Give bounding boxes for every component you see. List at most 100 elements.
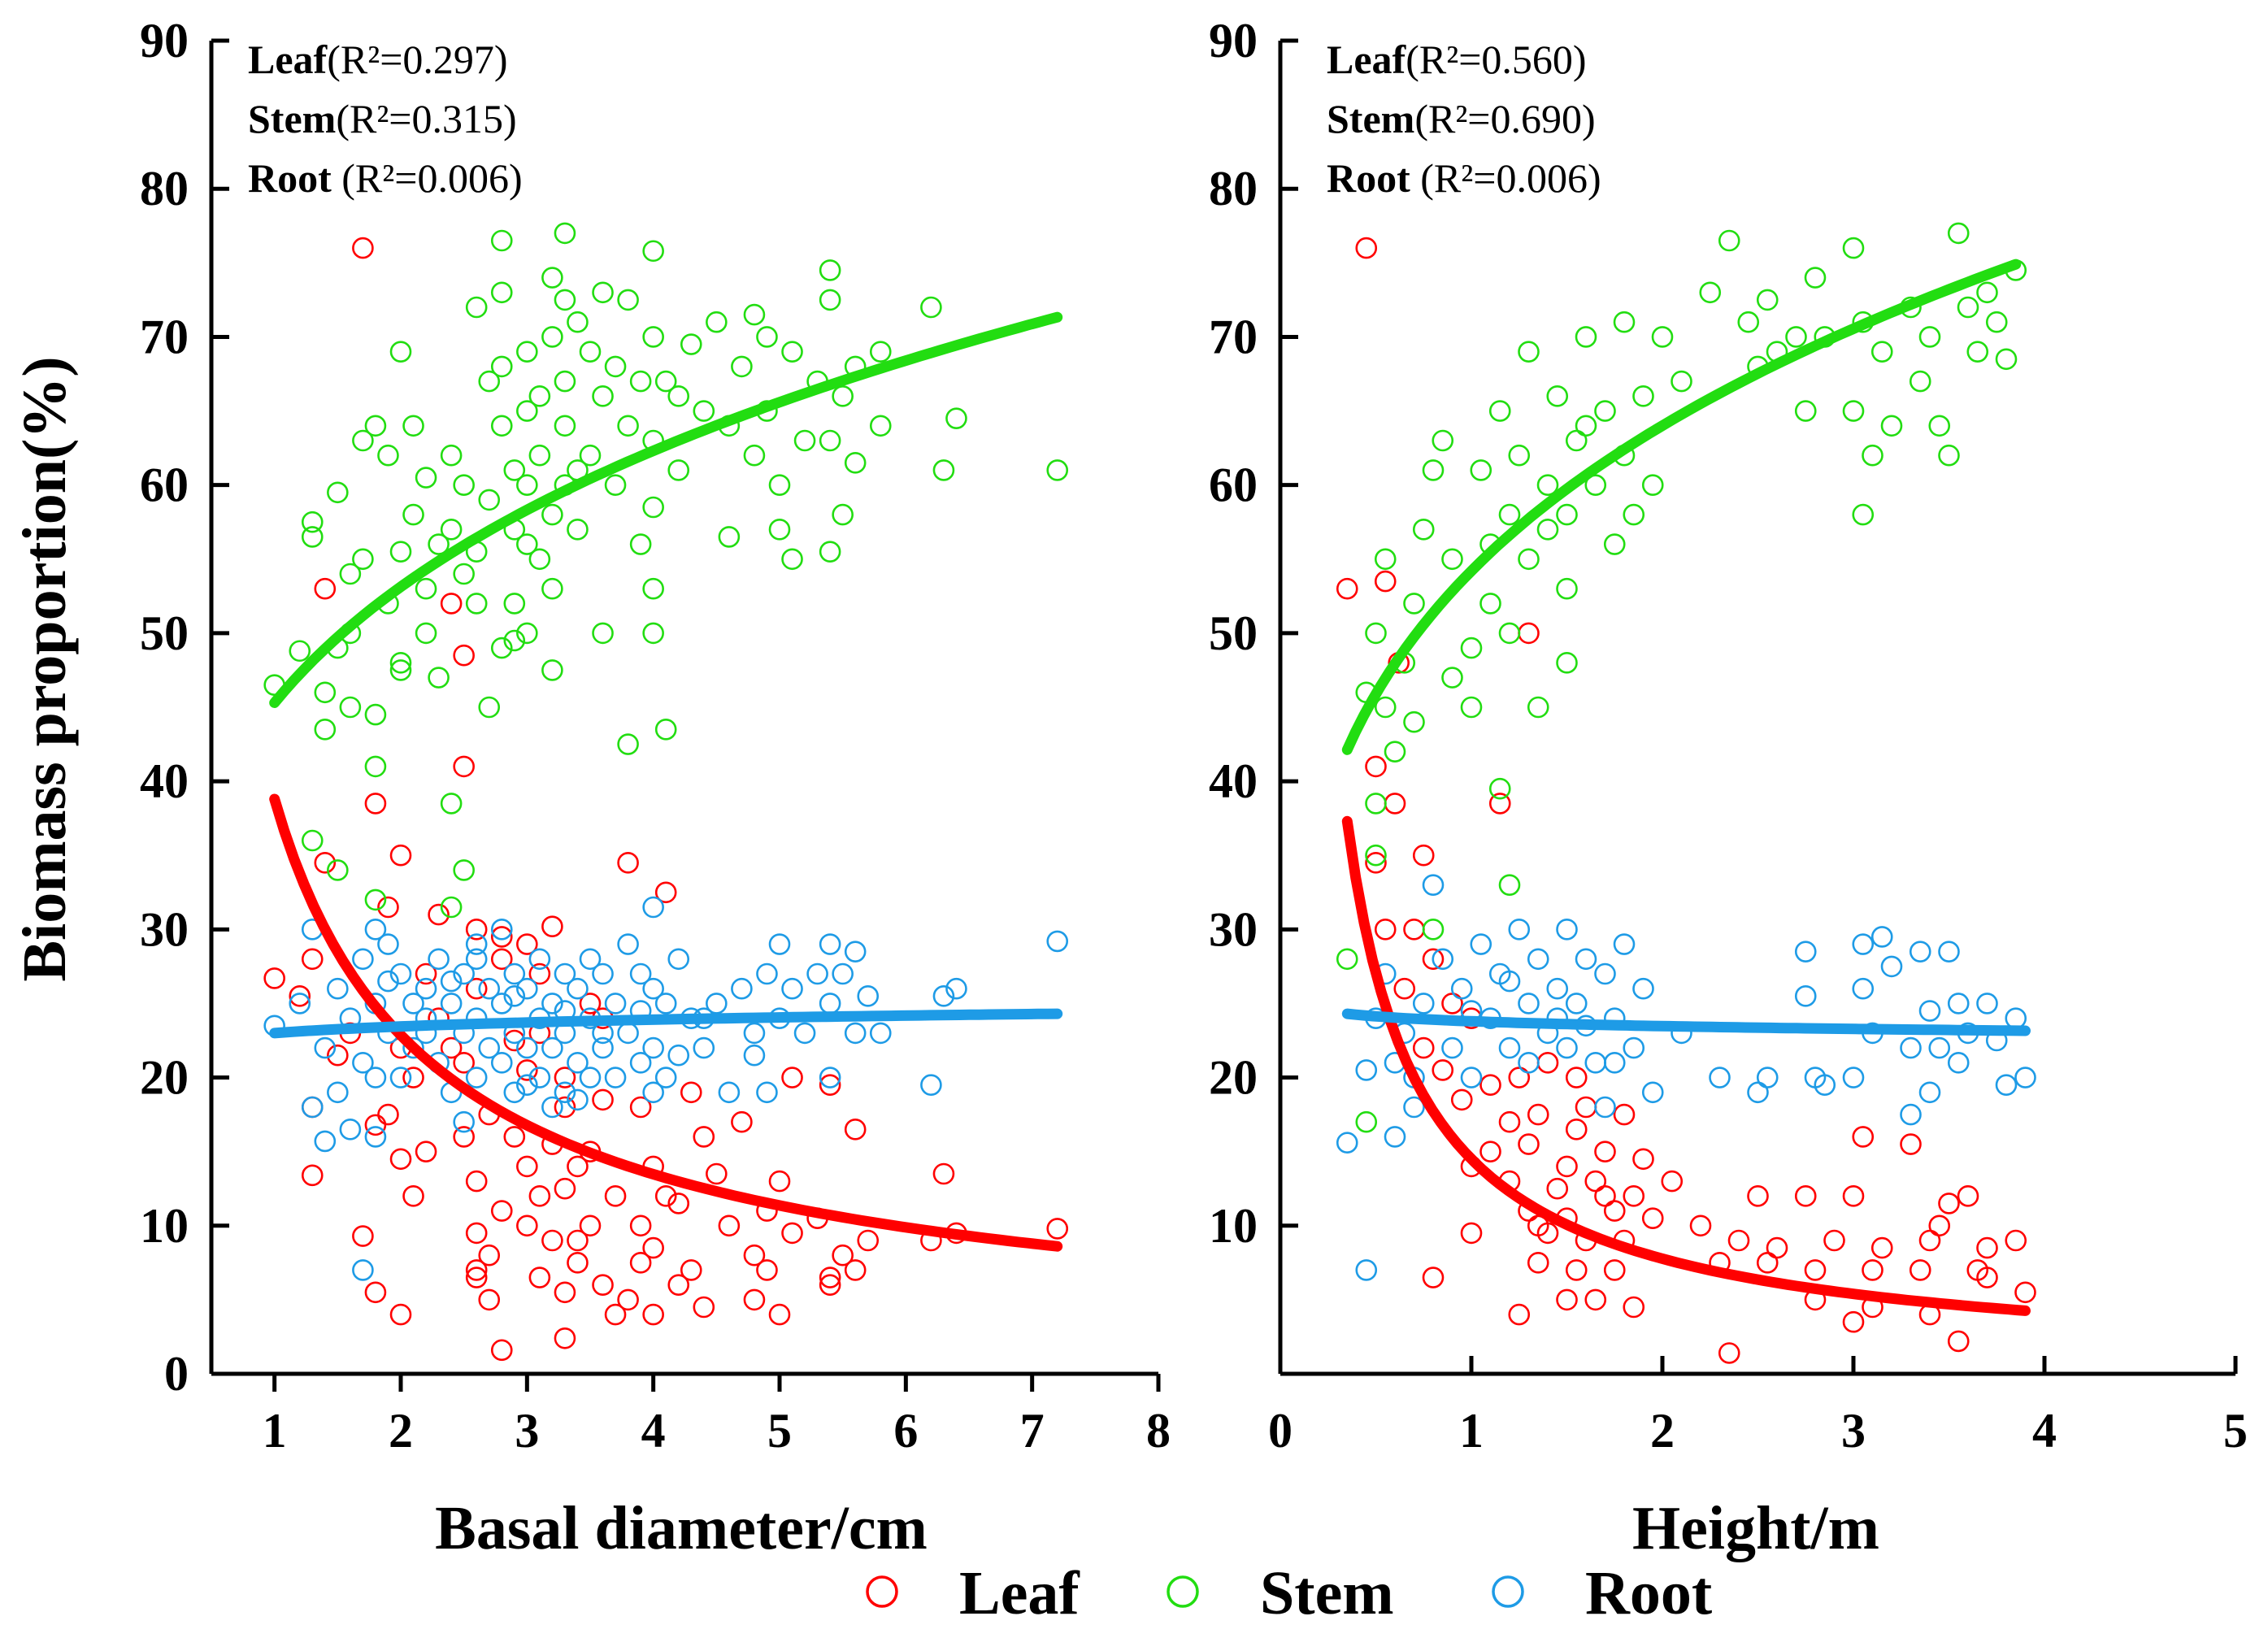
point-leaf — [629, 1252, 652, 1274]
point-leaf — [389, 844, 412, 867]
point-leaf — [1584, 1288, 1607, 1311]
point-leaf — [541, 1229, 563, 1252]
point-stem — [604, 355, 627, 378]
point-root — [478, 977, 501, 1000]
point-stem — [301, 829, 324, 852]
point-leaf — [781, 1067, 803, 1088]
point-root — [1546, 977, 1569, 1000]
point-stem — [1336, 948, 1358, 971]
point-stem — [453, 859, 475, 881]
point-stem — [541, 326, 563, 348]
point-stem — [1966, 341, 1989, 363]
point-leaf — [1575, 1096, 1597, 1119]
x-tick-label: 3 — [515, 1404, 539, 1458]
point-root — [352, 948, 374, 971]
point-leaf — [1479, 1141, 1501, 1162]
point-root — [1441, 1036, 1463, 1059]
point-leaf — [654, 881, 677, 904]
point-root — [1355, 1059, 1378, 1081]
point-leaf — [1976, 1267, 1998, 1288]
point-root — [579, 948, 602, 971]
point-root — [832, 962, 854, 985]
point-stem — [490, 415, 513, 437]
point-root — [314, 1130, 337, 1153]
panel-basal-diameter: 0 10 20 30 40 50 60 70 80 90 1 2 3 4 5 6 7 8 Basal diamete… — [11, 14, 1171, 1562]
point-leaf — [402, 1067, 424, 1088]
point-leaf — [428, 903, 450, 926]
y-tick-label: 10 — [140, 1199, 189, 1253]
point-root — [604, 1067, 627, 1088]
y-tick-label: 20 — [1209, 1051, 1258, 1105]
point-root — [579, 1067, 602, 1088]
point-leaf — [1823, 1229, 1845, 1252]
point-stem — [1412, 519, 1435, 541]
point-root — [1852, 933, 1875, 955]
point-root — [604, 993, 627, 1015]
point-root — [516, 1036, 538, 1059]
point-leaf — [2005, 1229, 2027, 1252]
x-axis-label: Height/m — [1632, 1494, 1879, 1562]
point-root — [756, 1081, 778, 1104]
point-root — [1870, 926, 1893, 948]
point-stem — [1918, 326, 1941, 348]
point-stem — [1488, 400, 1511, 422]
point-root — [1852, 977, 1875, 1000]
point-stem — [617, 415, 639, 437]
fit-curve-stem — [1341, 259, 2022, 755]
fit-curve-leaf — [1341, 815, 2031, 1316]
point-stem — [743, 303, 766, 326]
point-root — [1794, 941, 1817, 962]
y-tick-label: 70 — [1209, 310, 1258, 363]
point-leaf — [1336, 577, 1358, 600]
point-stem — [554, 370, 576, 393]
point-root — [314, 1036, 337, 1059]
r2-annotation-value: (R²=0.297) — [327, 37, 507, 82]
point-root — [1976, 993, 1998, 1015]
point-leaf — [768, 1170, 791, 1193]
y-tick-label: 30 — [140, 902, 189, 956]
y-tick-label: 70 — [140, 310, 189, 363]
point-leaf — [1842, 1310, 1865, 1333]
point-stem — [844, 452, 867, 474]
point-stem — [377, 444, 399, 467]
point-stem — [541, 267, 563, 289]
point-leaf — [592, 1274, 614, 1296]
point-stem — [402, 503, 424, 526]
y-tick-label: 50 — [1209, 606, 1258, 660]
point-leaf — [415, 1141, 437, 1162]
point-stem — [327, 481, 349, 504]
point-leaf — [364, 1114, 387, 1136]
point-stem — [579, 444, 602, 467]
point-stem — [1422, 919, 1445, 941]
point-stem — [364, 755, 387, 778]
fit-curve-root — [1341, 1008, 2031, 1036]
point-stem — [1355, 1110, 1378, 1133]
point-leaf — [289, 985, 311, 1007]
x-tick-label: 7 — [1020, 1404, 1045, 1458]
point-stem — [1957, 296, 1979, 319]
point-stem — [516, 533, 538, 555]
point-stem — [768, 474, 791, 496]
point-stem — [554, 222, 576, 245]
point-root — [629, 962, 652, 985]
point-leaf — [1374, 570, 1397, 593]
point-stem — [680, 333, 702, 355]
y-tick-label: 20 — [140, 1051, 189, 1105]
point-root — [1909, 941, 1931, 962]
point-root — [743, 1022, 766, 1045]
r2-annotation: Leaf(R²=0.297) — [248, 37, 508, 82]
point-stem — [604, 474, 627, 496]
point-leaf — [1603, 1259, 1626, 1281]
point-root — [1556, 1036, 1578, 1059]
point-root — [1641, 1081, 1664, 1104]
point-leaf — [1727, 1229, 1750, 1252]
x-tick-label: 5 — [767, 1404, 792, 1458]
point-stem — [490, 355, 513, 378]
point-leaf — [1938, 1193, 1960, 1214]
point-stem — [1479, 593, 1501, 615]
point-stem — [781, 548, 803, 571]
point-stem — [415, 467, 437, 489]
point-leaf — [453, 644, 475, 667]
point-root — [642, 896, 664, 919]
point-stem — [1632, 385, 1654, 407]
